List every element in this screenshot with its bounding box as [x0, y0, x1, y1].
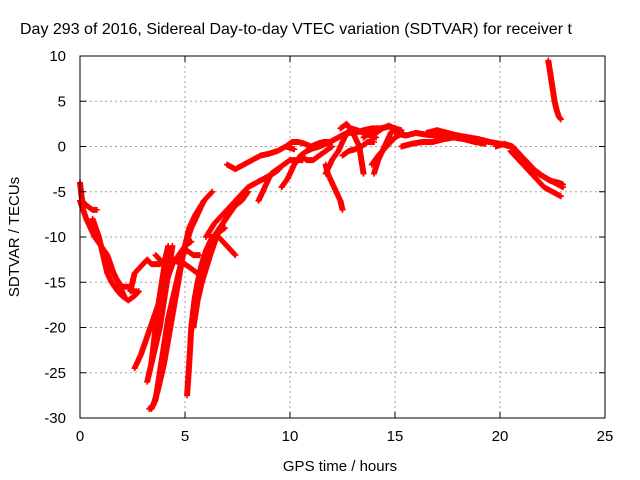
y-tick-label: -10 [44, 229, 66, 246]
y-tick-label: -15 [44, 274, 66, 291]
data-point-markers [148, 197, 207, 412]
y-tick-label: 5 [58, 93, 66, 110]
y-tick-label: -5 [53, 184, 66, 201]
series-arc-20 [282, 138, 333, 150]
y-tick-label: -30 [44, 410, 66, 427]
chart-title: Day 293 of 2016, Sidereal Day-to-day VTE… [20, 21, 572, 38]
data-point-markers [507, 148, 564, 200]
data-marks [77, 57, 566, 412]
series-arc-11 [144, 243, 176, 385]
series-arc-15 [207, 234, 239, 259]
x-tick-label: 25 [597, 428, 614, 445]
tick-layer: 0 5 10 15 20 25 -30 -25 -20 -15 -10 -5 0 5 10 [44, 48, 613, 445]
series-arc-35 [522, 157, 566, 188]
data-point-markers [339, 138, 377, 159]
series-arc-9 [148, 197, 207, 412]
y-tick-label: -25 [44, 365, 66, 382]
x-tick-label: 0 [76, 428, 84, 445]
series-arc-26 [339, 138, 377, 159]
data-point-markers [207, 234, 239, 259]
data-point-markers [144, 243, 176, 385]
y-tick-label: 10 [49, 48, 66, 65]
x-tick-label: 5 [181, 428, 189, 445]
data-point-markers [522, 157, 566, 188]
x-tick-label: 15 [387, 428, 404, 445]
x-axis-label: GPS time / hours [283, 458, 397, 475]
x-tick-label: 20 [492, 428, 509, 445]
data-point-markers [297, 143, 335, 164]
y-tick-label: 0 [58, 139, 66, 156]
series-arc-36 [545, 57, 564, 123]
y-tick-label: -20 [44, 320, 66, 337]
series-arc-34 [507, 148, 564, 200]
series-arc-21 [297, 143, 335, 164]
data-point-markers [545, 57, 564, 123]
x-tick-label: 10 [282, 428, 299, 445]
y-axis-label: SDTVAR / TECUs [6, 177, 23, 297]
data-point-markers [282, 138, 333, 150]
